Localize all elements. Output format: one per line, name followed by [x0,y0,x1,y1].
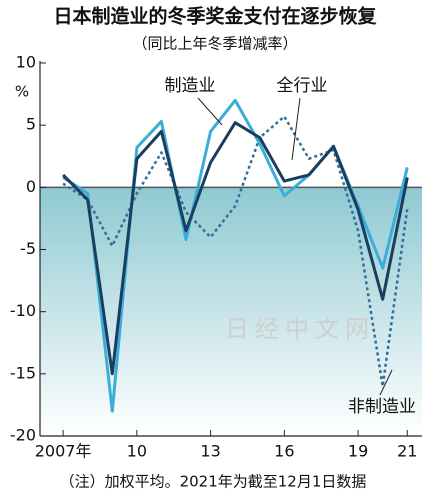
chart-title: 日本制造业的冬季奖金支付在逐步恢复 [53,5,377,28]
x-tick-label: 2007年 [35,442,92,461]
series-label: 全行业 [277,76,328,96]
series-label: 非制造业 [348,397,416,417]
label-leader [197,97,223,126]
watermark: 日经中文网 [225,315,375,343]
y-tick-label: -15 [10,363,36,382]
y-tick-label: 5 [26,115,36,134]
y-tick-label: -20 [10,426,36,445]
x-tick-label: 13 [200,442,220,461]
series-label: 制造业 [165,76,216,96]
x-tick-label: 19 [348,442,368,461]
x-tick-label: 10 [127,442,147,461]
x-tick-label: 21 [397,442,417,461]
chart-subtitle: （同比上年冬季增减率） [132,35,297,53]
label-leader [379,369,393,396]
y-tick-label: 10 [16,53,36,72]
note: （注）加权平均。2021年为截至12月1日数据 [60,473,367,491]
y-tick-label: -10 [10,301,36,320]
x-tick-label: 16 [274,442,294,461]
y-tick-label: -5 [20,239,36,258]
y-axis-label: % [15,83,29,101]
series-line [62,115,409,388]
series-line [62,121,409,376]
label-leader [291,97,301,161]
y-tick-label: 0 [26,177,36,196]
